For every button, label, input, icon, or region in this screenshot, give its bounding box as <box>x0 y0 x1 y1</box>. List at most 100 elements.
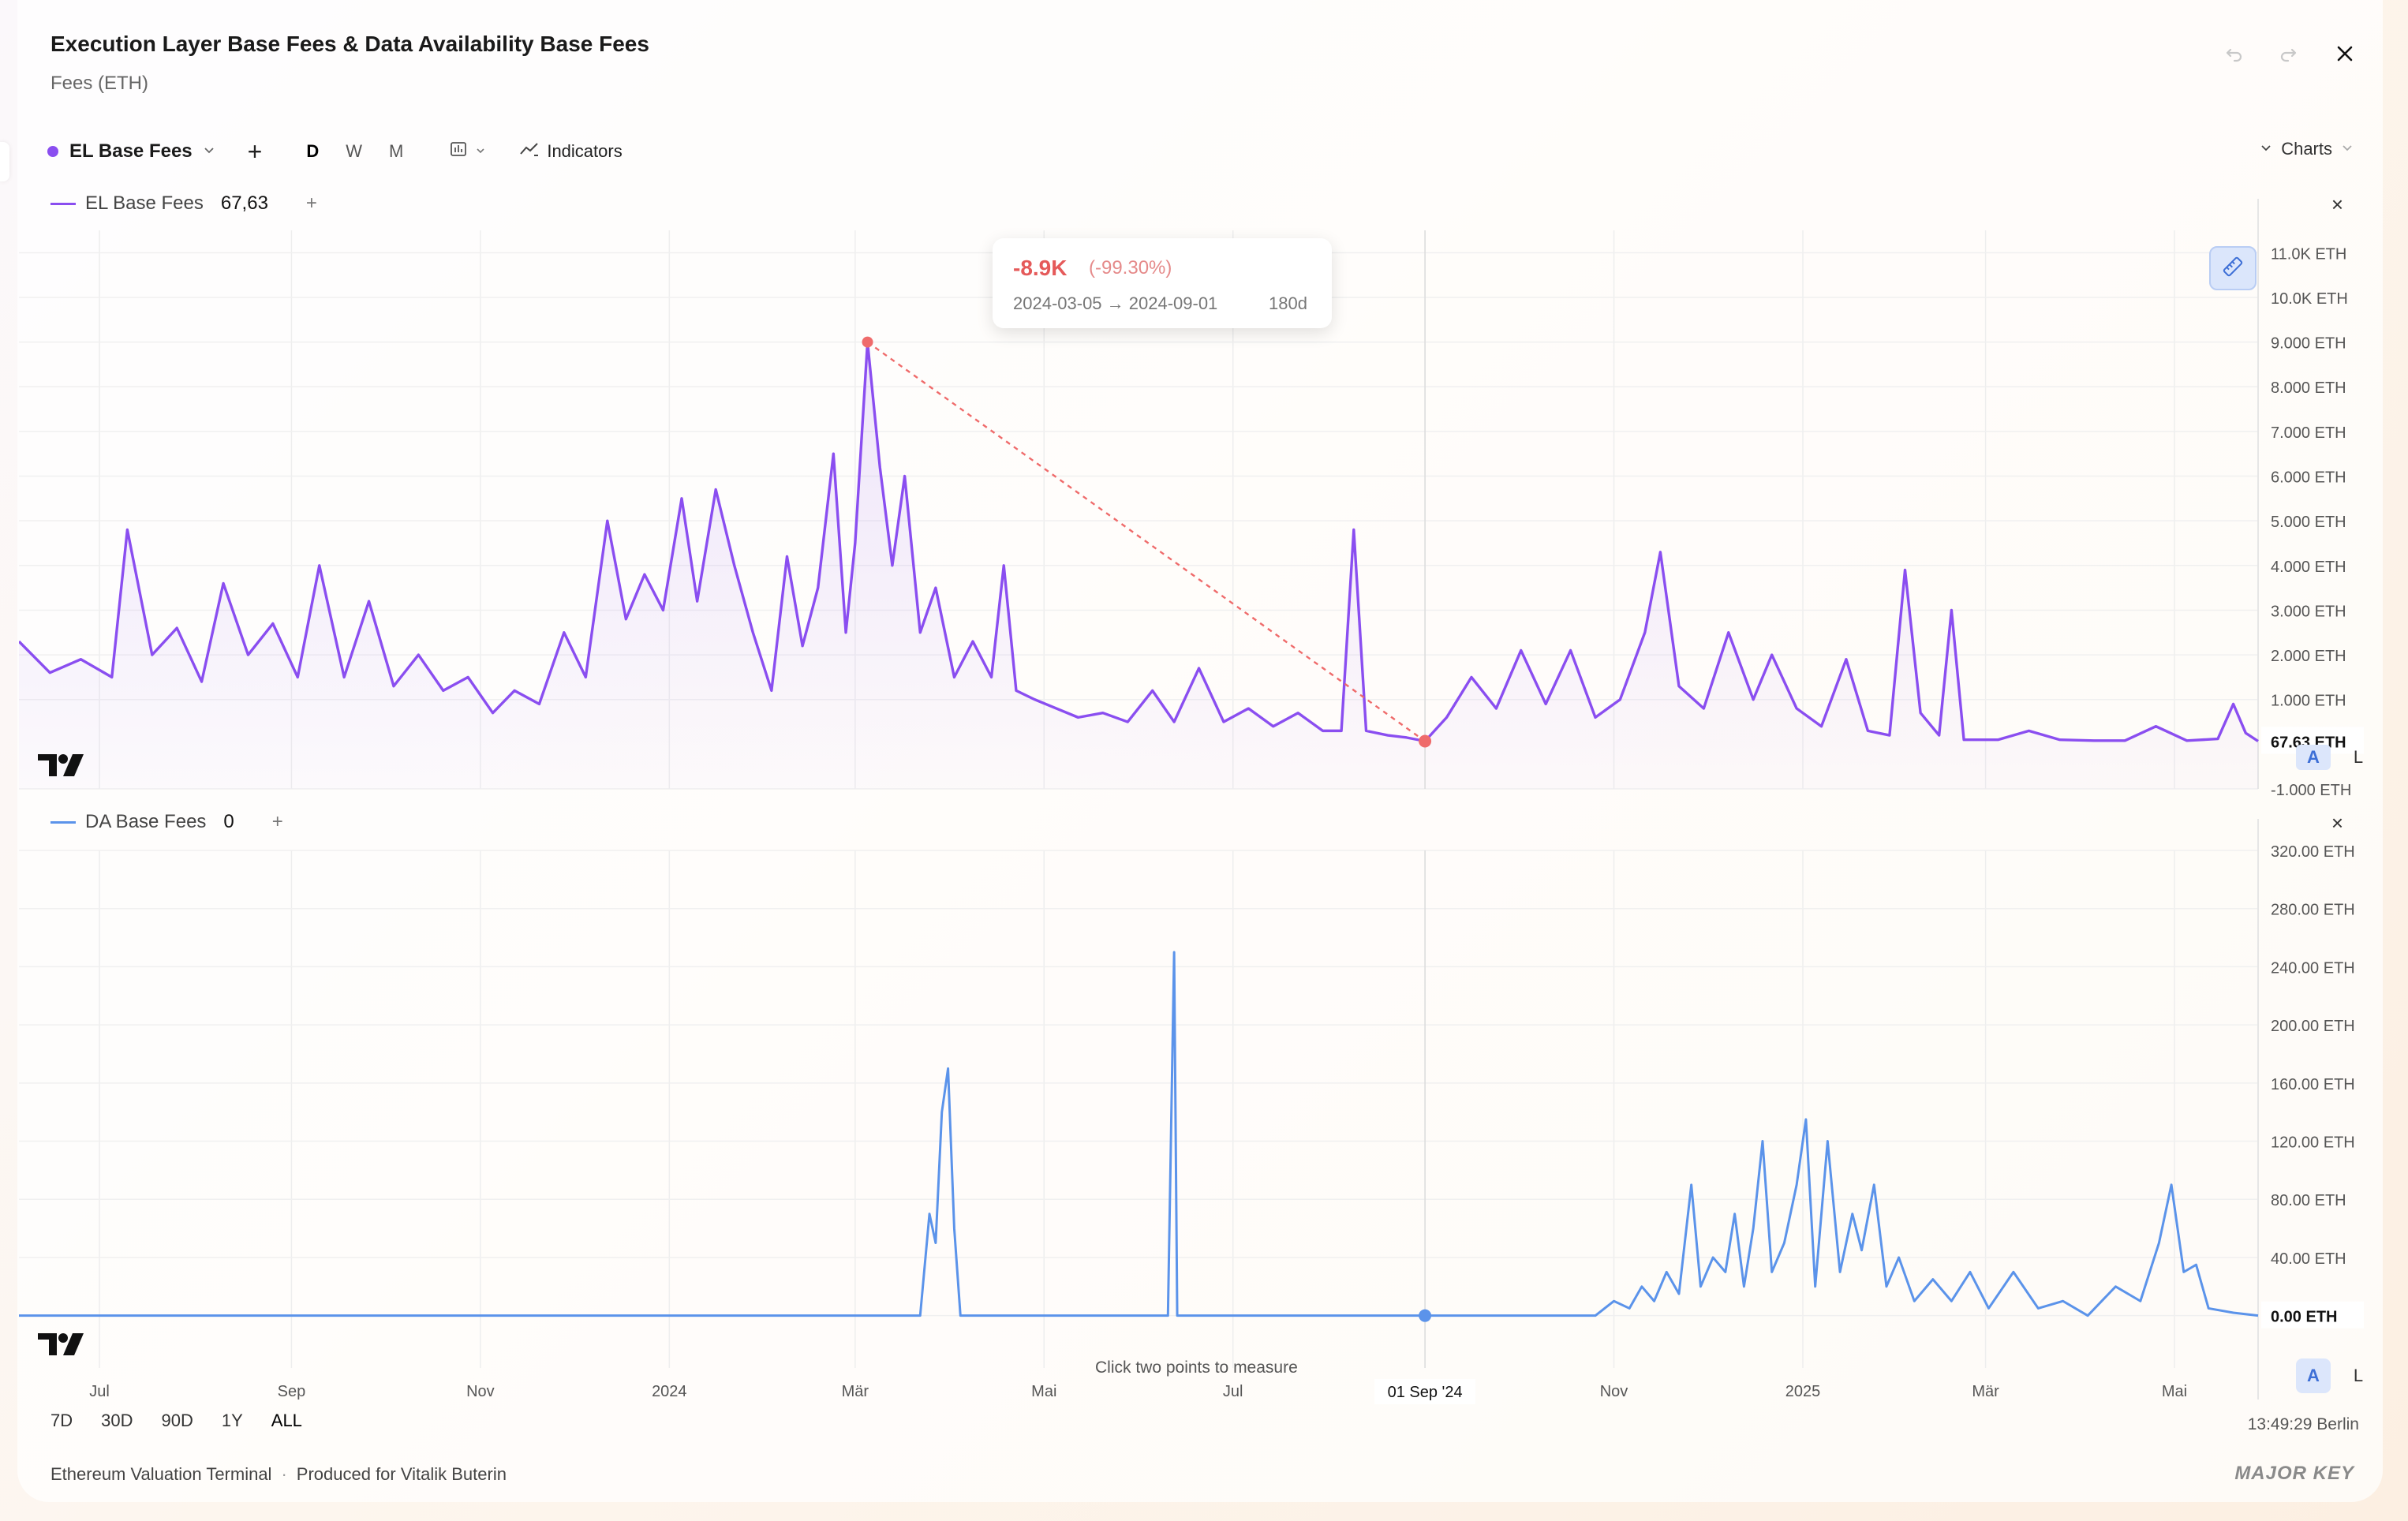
da-legend: DA Base Fees 0 + <box>50 811 283 833</box>
el-y-tick: 2.000 ETH <box>2271 648 2346 665</box>
close-icon[interactable] <box>2329 38 2361 69</box>
series-selector-label: EL Base Fees <box>69 140 193 162</box>
measure-start-point <box>862 336 873 348</box>
el-y-tick: 10.0K ETH <box>2271 290 2348 308</box>
da-y-tick: 320.00 ETH <box>2271 843 2355 861</box>
range-all-button[interactable]: ALL <box>271 1411 302 1430</box>
range-1y-button[interactable]: 1Y <box>221 1411 243 1430</box>
el-y-tick: 9.000 ETH <box>2271 335 2346 353</box>
el-y-tick: 6.000 ETH <box>2271 469 2346 487</box>
range-7d-button[interactable]: 7D <box>50 1411 73 1430</box>
measure-end-point <box>1419 734 1432 748</box>
tradingview-logo-icon <box>38 1333 84 1355</box>
log-scale-button[interactable]: L <box>2353 747 2364 767</box>
el-y-tick: 5.000 ETH <box>2271 514 2346 531</box>
da-y-tick: 40.00 ETH <box>2271 1250 2346 1268</box>
el-y-tick: 1.000 ETH <box>2271 693 2346 710</box>
el-legend-swatch <box>50 202 76 205</box>
da-last-value: 0.00 ETH <box>2271 1309 2337 1326</box>
el-y-tick: -1.000 ETH <box>2271 782 2351 799</box>
chevron-down-icon <box>202 140 216 163</box>
da-legend-name: DA Base Fees <box>85 811 207 832</box>
time-range-bar: 7D 30D 90D 1Y ALL <box>50 1411 302 1431</box>
auto-scale-button[interactable]: A <box>2296 1358 2331 1393</box>
el-add-indicator-button[interactable]: + <box>305 192 317 214</box>
log-scale-button[interactable]: L <box>2353 1366 2364 1385</box>
x-tick: Nov <box>466 1383 495 1400</box>
el-y-tick: 3.000 ETH <box>2271 603 2346 620</box>
series-selector[interactable]: EL Base Fees <box>47 140 216 163</box>
da-legend-value: 0 <box>223 811 234 832</box>
chart-canvas[interactable]: 11.0K ETH 10.0K ETH 9.000 ETH 8.000 ETH 7.00… <box>19 0 2389 1412</box>
x-tick: Mai <box>2162 1383 2187 1400</box>
da-y-tick: 160.00 ETH <box>2271 1076 2355 1093</box>
footer-credit: Produced for Vitalik Buterin <box>296 1464 507 1484</box>
x-tick: Jul <box>1223 1383 1243 1400</box>
da-series-line <box>19 951 2259 1317</box>
charts-menu-button[interactable]: Charts <box>2259 139 2354 159</box>
measure-range: 2024-03-05 → 2024-09-01 <box>1013 293 1218 313</box>
measure-line <box>866 341 1426 742</box>
range-30d-button[interactable]: 30D <box>101 1411 133 1430</box>
interval-d[interactable]: D <box>306 141 320 161</box>
measure-days: 180d <box>1269 293 1307 313</box>
range-90d-button[interactable]: 90D <box>161 1411 193 1430</box>
measure-tooltip: -8.9K (-99.30%) 2024-03-05 → 2024-09-01 … <box>993 238 1332 328</box>
indicators-icon <box>518 140 540 163</box>
clock: 13:49:29 Berlin <box>2247 1415 2359 1433</box>
footer: Ethereum Valuation Terminal · Produced for… <box>50 1464 507 1485</box>
crosshair-date-box <box>1374 1379 1476 1404</box>
measure-tool-button[interactable] <box>2209 246 2257 290</box>
el-y-tick: 4.000 ETH <box>2271 559 2346 576</box>
el-y-tick: 11.0K ETH <box>2271 245 2346 263</box>
el-y-tick: 8.000 ETH <box>2271 379 2346 397</box>
indicators-button[interactable]: Indicators <box>518 140 623 163</box>
da-y-tick: 120.00 ETH <box>2271 1134 2355 1152</box>
indicators-label: Indicators <box>547 141 623 161</box>
da-pane-close-button[interactable]: × <box>2331 811 2343 835</box>
series-color-dot <box>47 146 58 157</box>
el-legend: EL Base Fees 67,63 + <box>50 192 317 215</box>
el-legend-value: 67,63 <box>220 192 268 214</box>
footer-app-name: Ethereum Valuation Terminal <box>50 1464 272 1484</box>
charts-menu-label: Charts <box>2281 139 2332 159</box>
auto-scale-button[interactable]: A <box>2296 745 2331 770</box>
x-tick: Mai <box>1031 1383 1056 1400</box>
footer-separator: · <box>281 1464 287 1484</box>
redo-icon[interactable] <box>2272 38 2304 69</box>
da-add-indicator-button[interactable]: + <box>271 811 283 832</box>
measure-change: -8.9K <box>1013 256 1068 280</box>
measure-percent: (-99.30%) <box>1089 257 1172 278</box>
chevron-down-icon <box>2340 139 2354 159</box>
x-tick: Mär <box>842 1383 869 1400</box>
sidebar-handle[interactable] <box>0 142 9 181</box>
da-last-value-box <box>2261 1301 2364 1329</box>
el-legend-name: EL Base Fees <box>85 192 204 214</box>
interval-w[interactable]: W <box>346 141 362 161</box>
x-tick: Sep <box>278 1383 306 1400</box>
x-tick: Jul <box>89 1383 110 1400</box>
chart-type-icon <box>449 140 469 163</box>
da-y-tick: 80.00 ETH <box>2271 1192 2346 1209</box>
chart-type-button[interactable] <box>449 140 487 163</box>
chevron-down-icon <box>2259 139 2273 159</box>
crosshair-date: 01 Sep '24 <box>1388 1384 1463 1401</box>
el-y-tick: 7.000 ETH <box>2271 424 2346 442</box>
x-tick: 2024 <box>652 1383 687 1400</box>
chevron-down-icon <box>474 141 487 162</box>
chart-title: Execution Layer Base Fees & Data Availab… <box>50 32 649 56</box>
da-y-tick: 200.00 ETH <box>2271 1018 2355 1035</box>
interval-m[interactable]: M <box>389 141 404 161</box>
measure-hint: Click two points to measure <box>1095 1358 1298 1377</box>
x-tick: Nov <box>1600 1383 1628 1400</box>
da-legend-swatch <box>50 820 76 824</box>
add-series-button[interactable]: + <box>247 136 263 166</box>
el-pane-close-button[interactable]: × <box>2331 192 2343 216</box>
chart-toolbar: EL Base Fees + D W M Indicators <box>47 136 623 167</box>
da-y-tick: 280.00 ETH <box>2271 902 2355 919</box>
ruler-icon <box>2221 255 2245 282</box>
x-tick: Mär <box>1972 1383 1999 1400</box>
tradingview-logo-icon <box>38 754 84 776</box>
undo-icon[interactable] <box>2219 38 2250 69</box>
crosshair-point <box>1419 1309 1432 1322</box>
